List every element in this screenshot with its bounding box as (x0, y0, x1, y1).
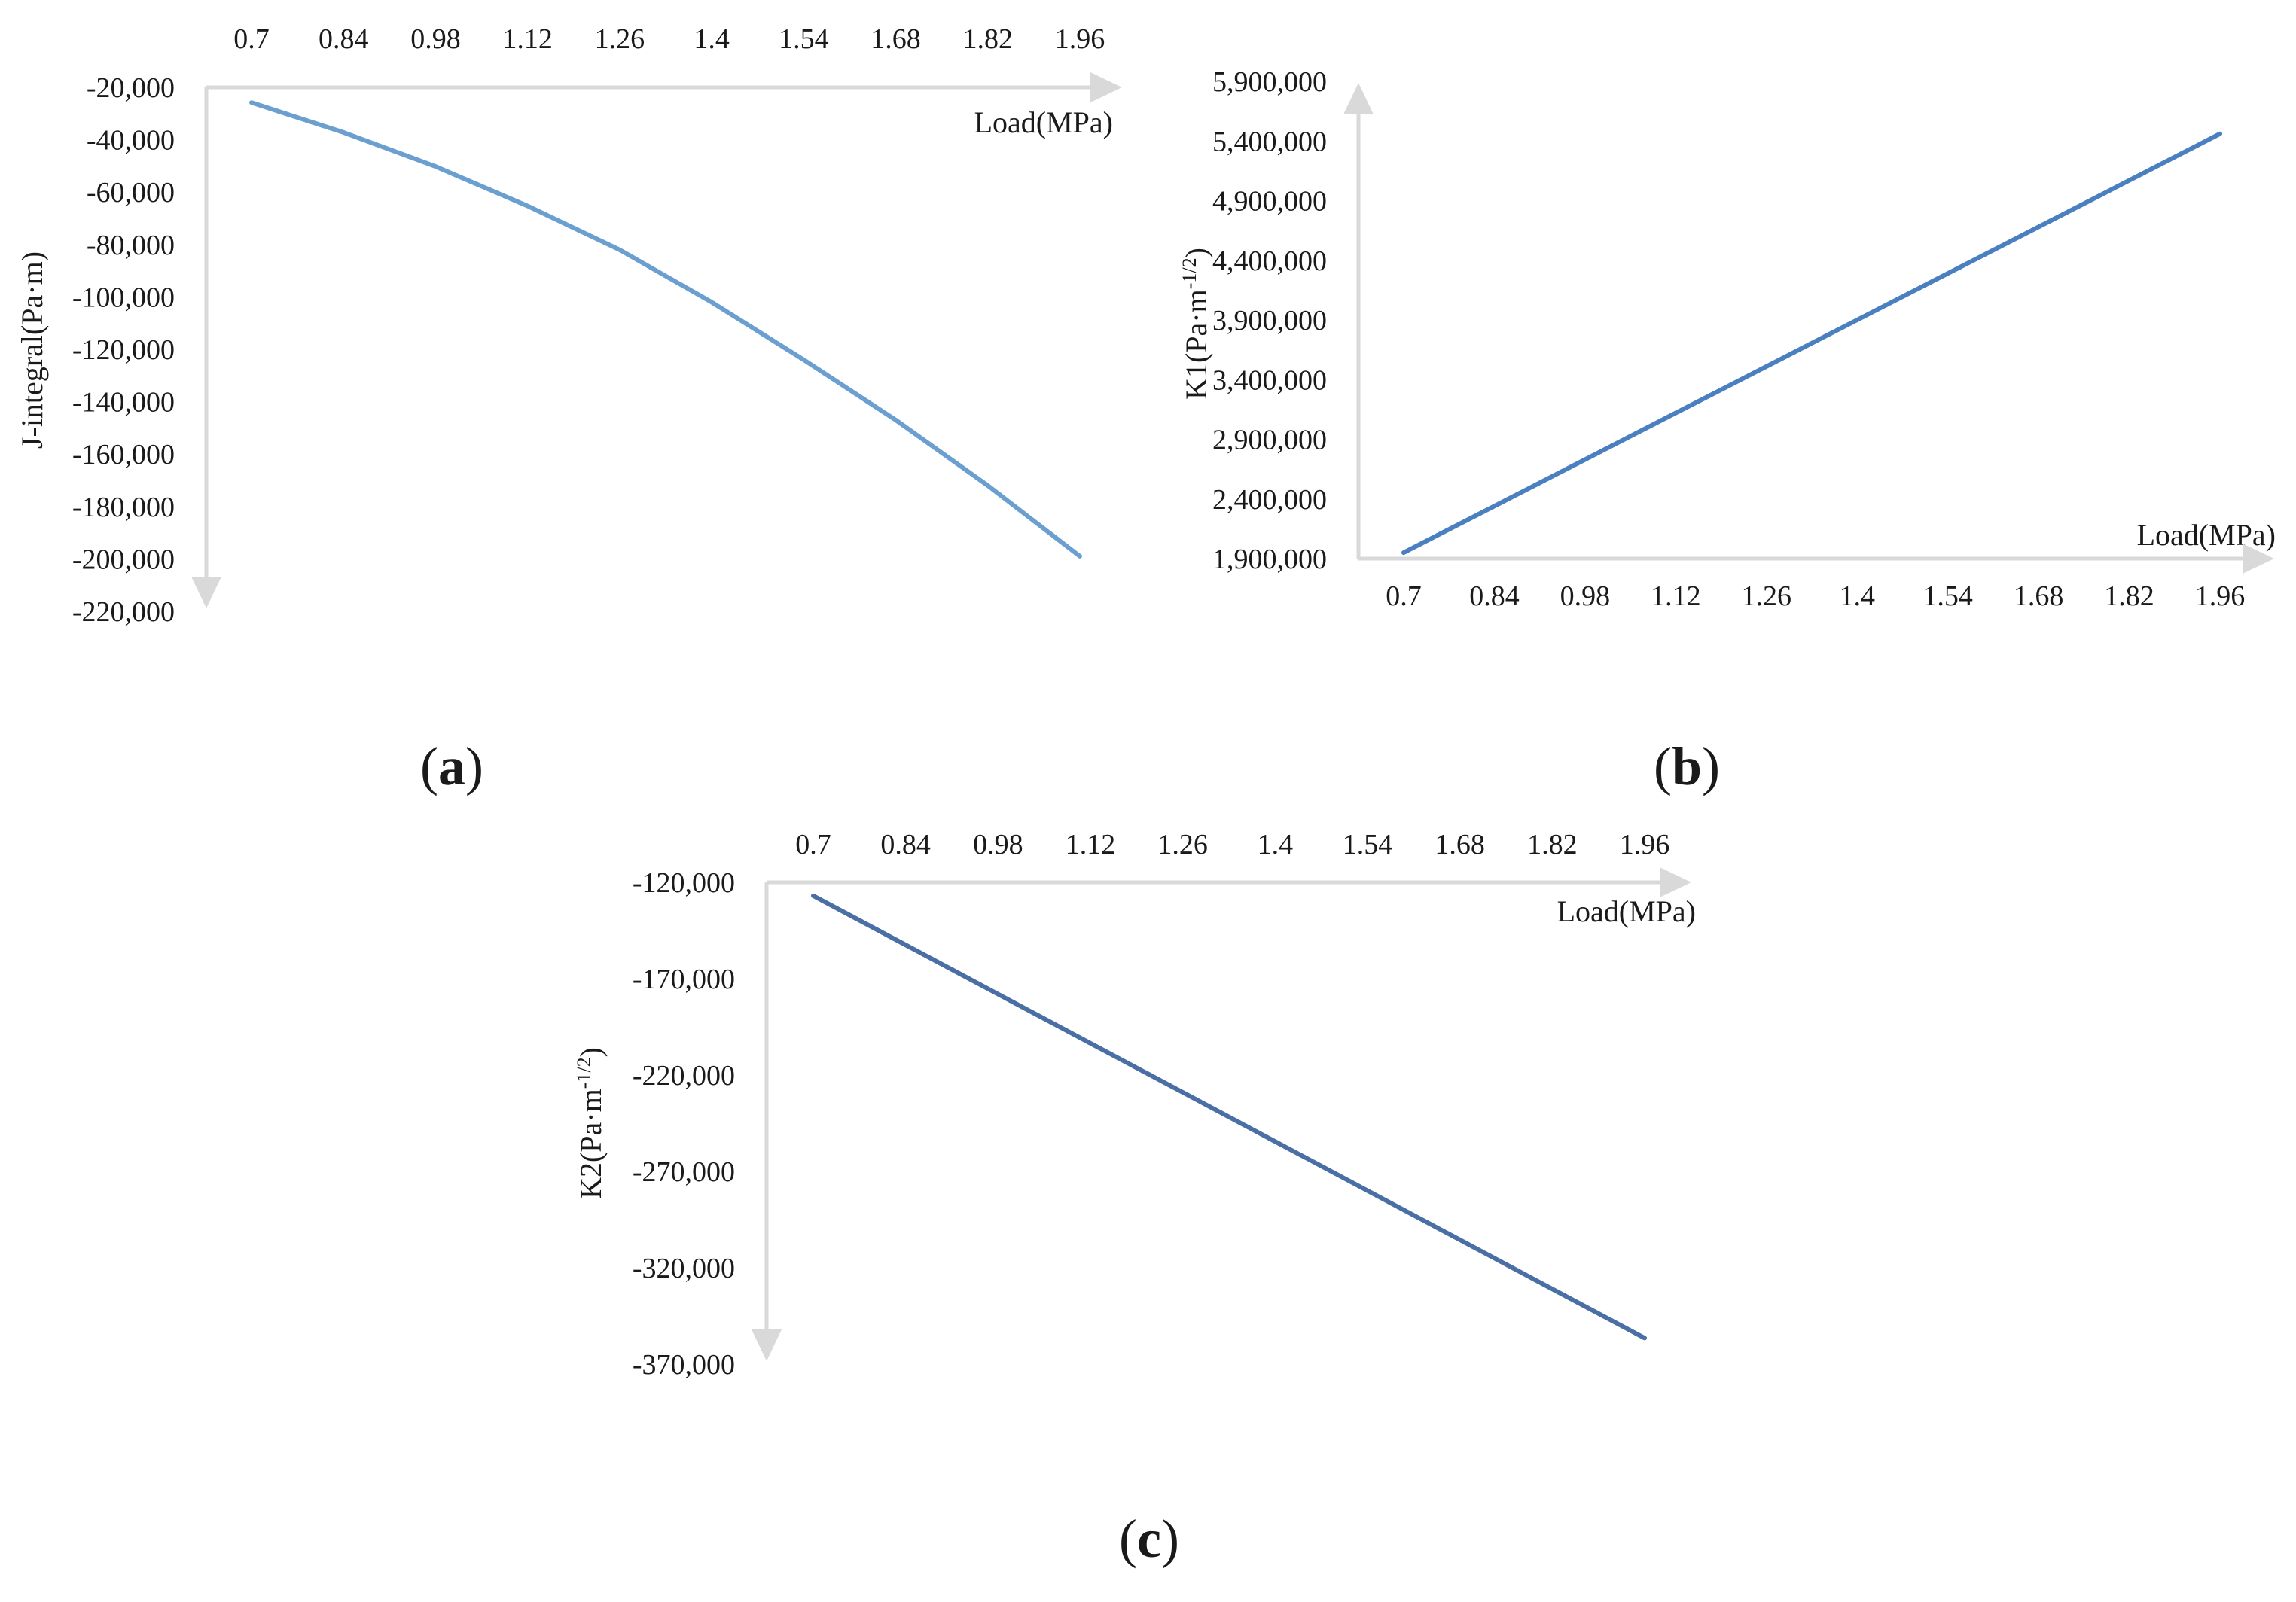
chart-b-y-tick-label: 4,400,000 (1212, 245, 1327, 277)
chart-b-y-tick-label: 2,900,000 (1212, 425, 1327, 456)
chart-c-xlabel: Load(MPa) (1557, 894, 1696, 928)
panel-c-label: (c) (1119, 1509, 1179, 1569)
chart-a-x-tick-label: 0.7 (233, 23, 270, 55)
chart-a-y-tick-label: -200,000 (72, 544, 175, 575)
chart-a-y-tick-label: -60,000 (87, 177, 175, 209)
chart-b: K1(Pa·m-1/2) Load(MPa) (b) 0.7 0.84 0.98 1.… (1178, 66, 2276, 796)
chart-a-y-tick-label: -160,000 (72, 439, 175, 471)
chart-b-y-tick-label: 3,900,000 (1212, 305, 1327, 337)
chart-b-x-tick-label: 1.68 (2014, 580, 2064, 612)
chart-b-y-tick-label: 5,400,000 (1212, 126, 1327, 157)
chart-b-x-tick-label: 1.82 (2104, 580, 2154, 612)
chart-b-xlabel: Load(MPa) (2137, 518, 2276, 552)
chart-c-axes (752, 867, 1691, 1361)
chart-c-series-line (811, 893, 1647, 1341)
chart-c-x-tick-label: 1.82 (1527, 829, 1578, 860)
chart-a-x-tick-label: 1.82 (963, 23, 1014, 55)
chart-a-x-axis-arrow-icon (1090, 72, 1122, 102)
chart-c-x-tick-label: 0.84 (880, 829, 931, 860)
chart-b-x-tick-label: 1.54 (1922, 580, 1973, 612)
chart-a-x-tick-label: 1.12 (502, 23, 553, 55)
chart-b-x-tick-label: 0.98 (1560, 580, 1611, 612)
chart-c-y-tick-label: -170,000 (633, 964, 735, 995)
chart-a-y-tick-label: -80,000 (87, 230, 175, 261)
chart-a-y-tick-label: -220,000 (72, 596, 175, 628)
chart-a-ylabel: J-integral(Pa·m) (15, 251, 49, 449)
chart-c-x-tick-label: 0.98 (973, 829, 1023, 860)
chart-c-y-tick-label: -120,000 (633, 867, 735, 899)
panel-a-label: (a) (420, 736, 483, 796)
chart-a-y-tick-label: -180,000 (72, 492, 175, 523)
chart-b-y-tick-label: 2,400,000 (1212, 484, 1327, 516)
chart-b-series-line (1401, 131, 2222, 556)
chart-c-y-tick-label: -370,000 (633, 1349, 735, 1381)
chart-b-y-tick-label: 5,900,000 (1212, 66, 1327, 98)
chart-c-y-axis-arrow-icon (752, 1329, 782, 1361)
panel-b-label: (b) (1654, 736, 1720, 796)
chart-a-x-tick-label: 1.68 (871, 23, 921, 55)
chart-a-x-tick-label: 1.4 (694, 23, 730, 55)
chart-b-x-tick-label: 0.84 (1469, 580, 1520, 612)
chart-a-x-tick-label: 0.98 (410, 23, 461, 55)
chart-b-x-tick-label: 1.96 (2195, 580, 2246, 612)
chart-b-x-tick-label: 0.7 (1386, 580, 1422, 612)
chart-c-x-tick-label: 1.68 (1435, 829, 1485, 860)
chart-b-x-axis-arrow-icon (2243, 544, 2274, 574)
chart-a-y-tick-label: -120,000 (72, 334, 175, 366)
chart-a-x-tick-label: 1.96 (1055, 23, 1105, 55)
chart-c-x-tick-label: 0.7 (795, 829, 831, 860)
chart-c-y-tick-label: -220,000 (633, 1060, 735, 1092)
chart-a-axes (191, 72, 1122, 608)
chart-b-x-tick-label: 1.4 (1839, 580, 1875, 612)
chart-a-y-tick-label: -20,000 (87, 72, 175, 104)
chart-a-y-tick-label: -140,000 (72, 387, 175, 419)
chart-b-ylabel: K1(Pa·m-1/2) (1178, 248, 1213, 400)
chart-b-y-tick-label: 1,900,000 (1212, 544, 1327, 575)
chart-b-y-tick-label: 3,400,000 (1212, 364, 1327, 396)
chart-c-x-tick-label: 1.12 (1066, 829, 1116, 860)
chart-b-y-axis-arrow-icon (1343, 83, 1374, 114)
chart-a-series-line (249, 100, 1082, 559)
chart-a-y-tick-label: -40,000 (87, 125, 175, 157)
chart-a-x-tick-label: 1.26 (595, 23, 645, 55)
chart-c-x-axis-arrow-icon (1660, 867, 1691, 897)
chart-c-y-tick-label: -270,000 (633, 1156, 735, 1188)
chart-b-x-tick-label: 1.26 (1742, 580, 1792, 612)
chart-a-x-tick-label: 0.84 (319, 23, 369, 55)
chart-c: K2(Pa·m-1/2) Load(MPa) (c) 0.7 0.84 0.98 1.… (573, 829, 1696, 1569)
chart-b-x-tick-label: 1.12 (1651, 580, 1701, 612)
chart-c-x-tick-label: 1.96 (1620, 829, 1670, 860)
chart-c-ylabel: K2(Pa·m-1/2) (573, 1047, 608, 1199)
chart-a-x-tick-label: 1.54 (779, 23, 829, 55)
chart-b-axes (1343, 83, 2274, 574)
chart-a: J-integral(Pa·m) Load(MPa) (a) 0.7 0.84 0.… (15, 23, 1122, 796)
chart-a-y-tick-label: -100,000 (72, 282, 175, 313)
chart-c-x-tick-label: 1.26 (1157, 829, 1208, 860)
chart-b-y-tick-label: 4,900,000 (1212, 186, 1327, 218)
chart-c-x-tick-label: 1.4 (1258, 829, 1294, 860)
chart-a-y-axis-arrow-icon (191, 577, 221, 608)
chart-a-xlabel: Load(MPa) (974, 105, 1113, 139)
chart-c-x-tick-label: 1.54 (1343, 829, 1393, 860)
chart-c-y-tick-label: -320,000 (633, 1253, 735, 1284)
